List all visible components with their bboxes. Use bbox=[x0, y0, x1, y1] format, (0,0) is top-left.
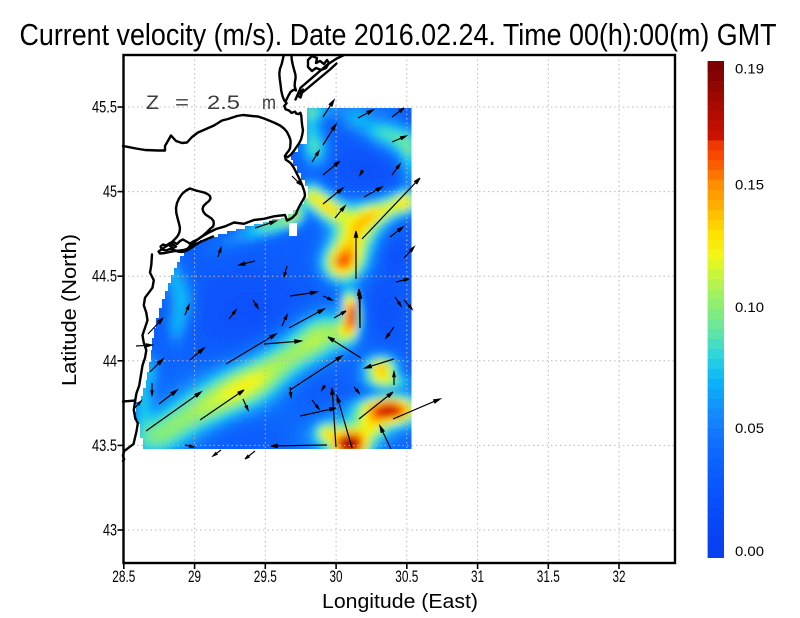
svg-text:30: 30 bbox=[330, 567, 343, 586]
svg-text:0.05: 0.05 bbox=[735, 420, 764, 436]
svg-text:45.5: 45.5 bbox=[92, 98, 117, 117]
svg-text:31.5: 31.5 bbox=[537, 567, 560, 586]
svg-text:0.15: 0.15 bbox=[735, 177, 764, 193]
svg-text:44.5: 44.5 bbox=[92, 267, 117, 286]
svg-text:0.19: 0.19 bbox=[735, 61, 764, 77]
svg-text:Longitude (East): Longitude (East) bbox=[322, 591, 478, 613]
svg-text:30.5: 30.5 bbox=[395, 567, 418, 586]
svg-text:0.00: 0.00 bbox=[735, 543, 764, 559]
svg-text:45: 45 bbox=[103, 182, 117, 201]
svg-text:Latitude (North): Latitude (North) bbox=[59, 234, 81, 386]
svg-text:44: 44 bbox=[103, 351, 117, 370]
svg-text:43: 43 bbox=[103, 521, 117, 540]
svg-text:32: 32 bbox=[613, 567, 626, 586]
svg-text:28.5: 28.5 bbox=[112, 567, 135, 586]
svg-text:2.5: 2.5 bbox=[207, 93, 240, 114]
svg-text:Z: Z bbox=[146, 93, 159, 114]
svg-text:29: 29 bbox=[188, 567, 201, 586]
svg-text:Current velocity (m/s). Date: Current velocity (m/s). Date 2016.02.24.… bbox=[20, 17, 777, 52]
svg-text:29.5: 29.5 bbox=[254, 567, 277, 586]
svg-text:m: m bbox=[262, 93, 276, 114]
svg-text:43.5: 43.5 bbox=[92, 436, 117, 455]
svg-text:=: = bbox=[175, 93, 189, 114]
svg-text:31: 31 bbox=[471, 567, 484, 586]
svg-text:0.10: 0.10 bbox=[735, 299, 764, 315]
